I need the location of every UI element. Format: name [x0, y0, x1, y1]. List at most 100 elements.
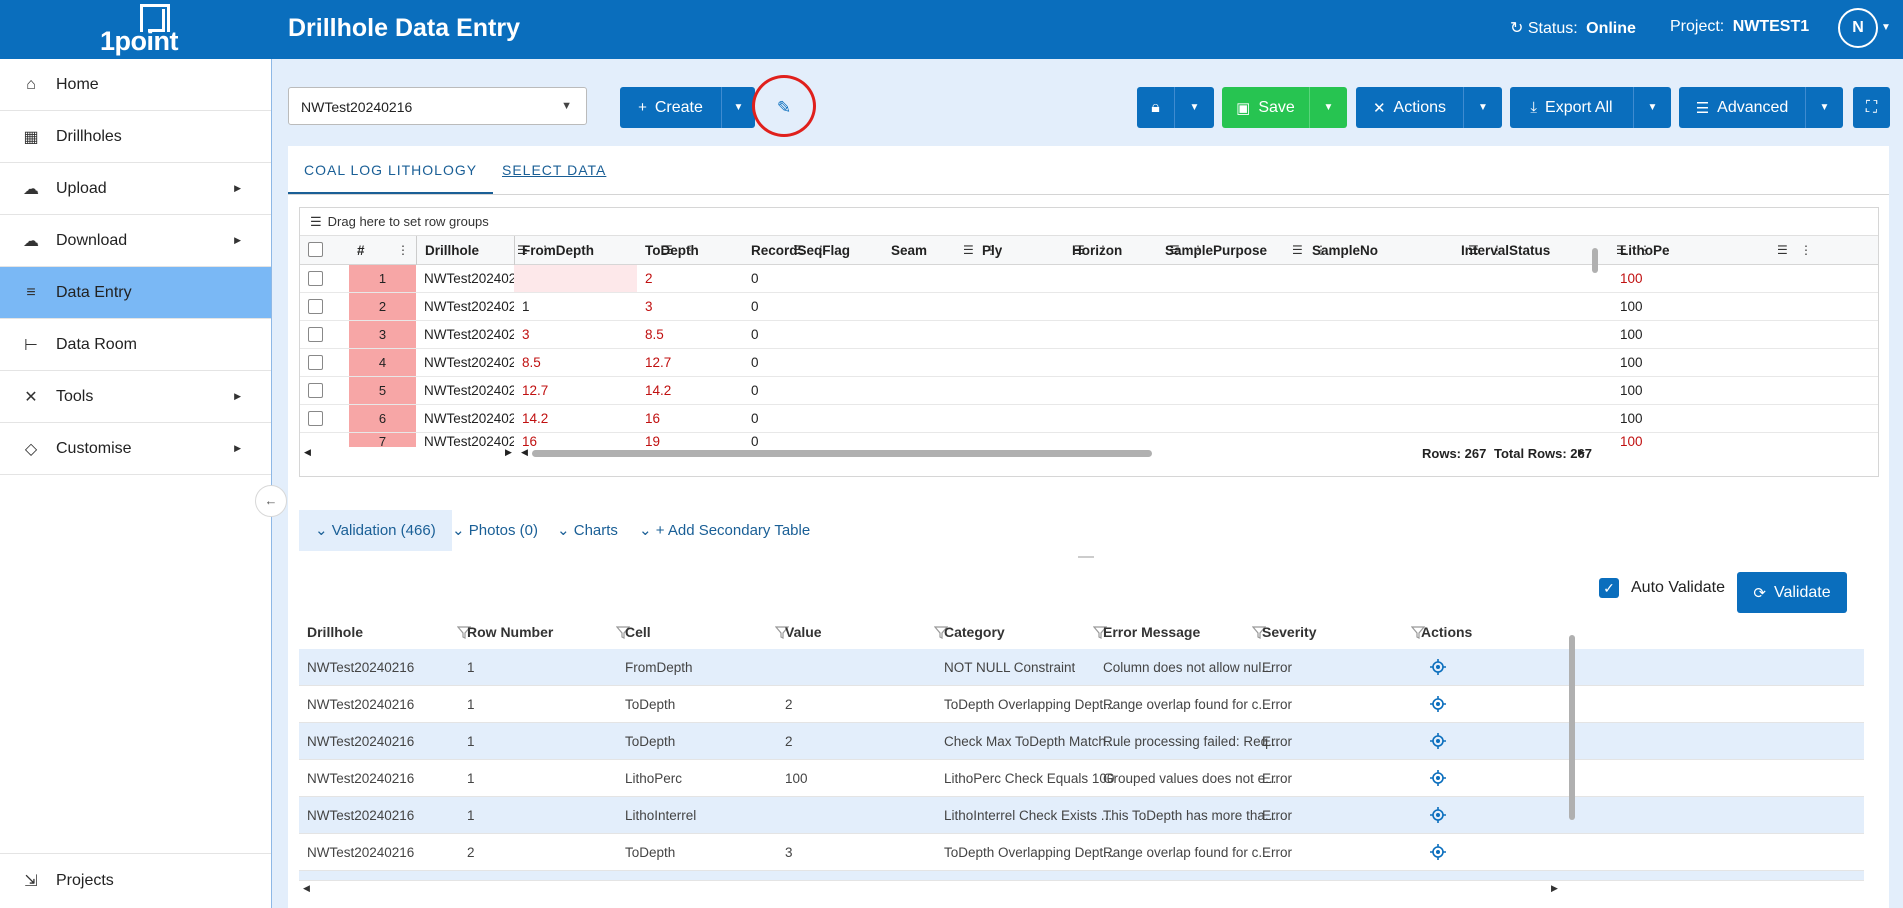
advanced-dropdown-button[interactable]: ▼: [1805, 87, 1843, 128]
chevron-down-icon[interactable]: ▼: [1881, 22, 1891, 33]
auto-validate-toggle[interactable]: ✓ Auto Validate: [1599, 578, 1725, 598]
column-header-error-message[interactable]: Error Message: [1103, 624, 1201, 640]
sidebar-item-tools[interactable]: ✕ Tools ▶: [0, 371, 271, 423]
create-button[interactable]: + Create: [620, 87, 721, 128]
column-header-category[interactable]: Category: [944, 624, 1005, 640]
column-header-fromdepth[interactable]: FromDepth: [522, 243, 594, 258]
validation-row[interactable]: NWTest20240216 1 ToDepth 2 Check Max ToD…: [299, 723, 1864, 760]
row-checkbox[interactable]: [308, 355, 323, 370]
cell-todepth[interactable]: 19: [645, 434, 661, 447]
cell-recordseqflag[interactable]: 0: [751, 327, 759, 342]
cell-todepth[interactable]: 16: [645, 411, 661, 426]
save-dropdown-button[interactable]: ▼: [1309, 87, 1347, 128]
validation-row[interactable]: NWTest20240216 1 ToDepth 2 ToDepth Overl…: [299, 686, 1864, 723]
lock-button[interactable]: 🔒︎: [1137, 87, 1174, 128]
column-header-todepth[interactable]: ToDepth: [645, 243, 699, 258]
cell-fromdepth[interactable]: 1: [522, 299, 530, 314]
dataset-select[interactable]: NWTest20240216 ▼: [288, 87, 587, 125]
cell-drillhole[interactable]: NWTest20240216: [424, 411, 514, 426]
cell-lithoperc[interactable]: 100: [1620, 383, 1643, 398]
cell-lithoperc[interactable]: 100: [1620, 434, 1643, 447]
column-menu-icon[interactable]: ⋮: [815, 243, 827, 257]
column-header-samplepurpose[interactable]: SamplePurpose: [1165, 243, 1268, 258]
cell-todepth[interactable]: 12.7: [645, 355, 672, 370]
cell-fromdepth[interactable]: 8.5: [522, 355, 541, 370]
sidebar-item-projects[interactable]: ⇲ Projects: [0, 853, 271, 908]
column-header-intervalstatus[interactable]: IntervalStatus: [1461, 243, 1551, 258]
filter-icon[interactable]: [616, 625, 630, 639]
scroll-right-icon[interactable]: ▶: [1578, 447, 1585, 457]
filter-icon[interactable]: [1252, 625, 1266, 639]
user-avatar[interactable]: N: [1838, 8, 1878, 48]
row-group-drop-zone[interactable]: ☰ Drag here to set row groups: [300, 208, 1878, 236]
horizontal-scrollbar[interactable]: ◀ ▶ ◀ ▶: [300, 447, 1878, 461]
filter-icon[interactable]: ☰: [1616, 243, 1627, 257]
cell-recordseqflag[interactable]: 0: [751, 383, 759, 398]
column-header-row-number[interactable]: Row Number: [467, 624, 554, 640]
cell-drillhole[interactable]: NWTest20240216: [424, 434, 514, 447]
row-checkbox[interactable]: [308, 271, 323, 286]
sidebar-item-home[interactable]: ⌂ Home: [0, 59, 271, 111]
column-menu-icon[interactable]: ⋮: [684, 243, 696, 257]
column-header-ply[interactable]: Ply: [982, 243, 1003, 258]
sidebar-item-upload[interactable]: ☁ Upload ▶: [0, 163, 271, 215]
row-checkbox[interactable]: [308, 299, 323, 314]
sidebar-item-data-room[interactable]: ⊢ Data Room: [0, 319, 271, 371]
column-header-index[interactable]: #: [357, 243, 365, 258]
locate-icon[interactable]: [1430, 807, 1446, 823]
filter-icon[interactable]: ☰: [1292, 243, 1303, 257]
tab-select-data[interactable]: SELECT DATA: [502, 162, 607, 178]
cell-drillhole[interactable]: NWTest20240216: [424, 383, 514, 398]
export-dropdown-button[interactable]: ▼: [1633, 87, 1671, 128]
filter-icon[interactable]: [775, 625, 789, 639]
actions-button[interactable]: ✕ Actions: [1356, 87, 1463, 128]
filter-icon[interactable]: [457, 625, 471, 639]
validate-button[interactable]: ⟳ Validate: [1737, 572, 1847, 613]
column-header-drillhole[interactable]: Drillhole: [307, 624, 364, 640]
filter-icon[interactable]: ☰: [793, 243, 804, 257]
cell-drillhole[interactable]: NWTest20240216: [424, 271, 514, 286]
fullscreen-button[interactable]: ⛶: [1853, 87, 1890, 128]
column-header-value[interactable]: Value: [785, 624, 822, 640]
validation-row[interactable]: NWTest20240216 1 FromDepth NOT NULL Cons…: [299, 649, 1864, 686]
validation-row[interactable]: NWTest20240216 2 ToDepth 3 ToDepth Overl…: [299, 834, 1864, 871]
scroll-thumb[interactable]: [1569, 635, 1575, 820]
column-header-sampleno[interactable]: SampleNo: [1312, 243, 1379, 258]
scroll-right-icon[interactable]: ▶: [505, 447, 512, 457]
filter-icon[interactable]: ☰: [963, 243, 974, 257]
cell-lithoperc[interactable]: 100: [1620, 271, 1643, 286]
locate-icon[interactable]: [1430, 696, 1446, 712]
tab-coal-log-lithology[interactable]: COAL LOG LITHOLOGY: [288, 146, 494, 194]
column-header-horizon[interactable]: Horizon: [1072, 243, 1123, 258]
cell-todepth[interactable]: 2: [645, 271, 653, 286]
vertical-scroll-thumb[interactable]: [1592, 248, 1598, 273]
filter-icon[interactable]: [934, 625, 948, 639]
actions-dropdown-button[interactable]: ▼: [1463, 87, 1502, 128]
row-checkbox[interactable]: [308, 411, 323, 426]
select-all-checkbox[interactable]: [308, 242, 323, 257]
cell-drillhole[interactable]: NWTest20240216: [424, 299, 514, 314]
filter-icon[interactable]: [1411, 625, 1425, 639]
cell-drillhole[interactable]: NWTest20240216: [424, 327, 514, 342]
column-menu-icon[interactable]: ⋮: [1315, 243, 1327, 257]
cell-lithoperc[interactable]: 100: [1620, 411, 1643, 426]
add-secondary-table-tab[interactable]: ⌄ + Add Secondary Table: [623, 510, 826, 551]
cell-fromdepth[interactable]: [514, 265, 637, 292]
scroll-thumb[interactable]: [532, 450, 1152, 457]
scroll-left-icon[interactable]: ◀: [303, 883, 310, 893]
filter-icon[interactable]: ☰: [1074, 243, 1085, 257]
cell-fromdepth[interactable]: 3: [522, 327, 530, 342]
sidebar-item-data-entry[interactable]: ≡ Data Entry: [0, 267, 271, 319]
cell-recordseqflag[interactable]: 0: [751, 411, 759, 426]
scroll-left-icon[interactable]: ◀: [521, 447, 528, 457]
tab-photos[interactable]: ⌄ Photos (0): [436, 510, 554, 551]
filter-icon[interactable]: ☰: [1777, 243, 1788, 257]
cell-fromdepth[interactable]: 16: [522, 434, 538, 447]
column-menu-icon[interactable]: ⋮: [1491, 243, 1503, 257]
cell-fromdepth[interactable]: 14.2: [522, 411, 549, 426]
tab-charts[interactable]: ⌄ Charts: [541, 510, 634, 551]
validation-row[interactable]: NWTest20240216 1 LithoPerc 100 LithoPerc…: [299, 760, 1864, 797]
cell-todepth[interactable]: 8.5: [645, 327, 664, 342]
column-header-severity[interactable]: Severity: [1262, 624, 1317, 640]
column-header-drillhole[interactable]: Drillhole: [425, 243, 480, 258]
